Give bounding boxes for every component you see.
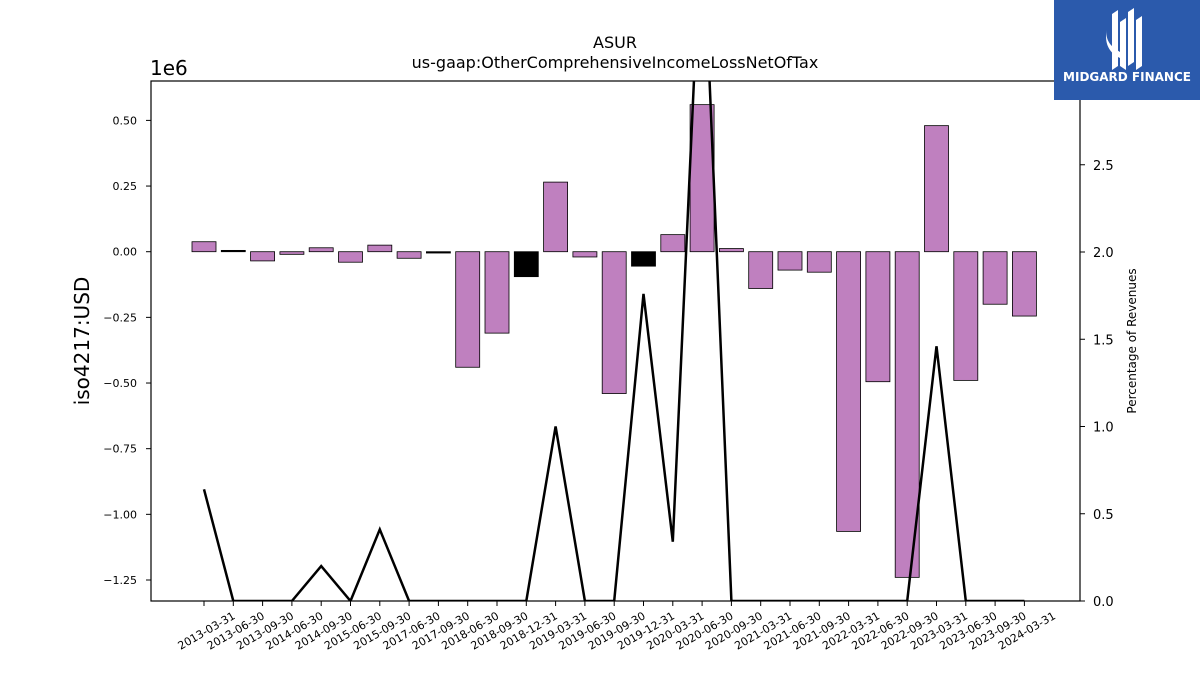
y-tick-label: −0.50 (103, 377, 137, 390)
revenue-pct-line-group (202, 81, 1025, 601)
bar-2015-09-30 (367, 244, 393, 253)
y-tick-label: −0.25 (103, 311, 137, 324)
bar-2019-03-31 (543, 181, 568, 253)
bar-2015-06-30 (338, 251, 363, 263)
logo-text: MIDGARD FINANCE (1063, 70, 1191, 84)
bar-2023-09-30 (982, 251, 1008, 305)
bar-2022-03-31 (836, 251, 861, 532)
bar-2019-09-30 (601, 251, 627, 394)
bar-2013-06-30 (220, 249, 246, 253)
y-tick-label: −1.00 (103, 508, 137, 521)
bar-2017-09-30 (425, 251, 451, 254)
y-tick-label: 0.50 (113, 114, 138, 127)
bar-2019-06-30 (572, 251, 598, 258)
bar-2019-12-31 (631, 251, 656, 267)
y2-tick-label: 2.5 (1093, 159, 1114, 174)
y-tick-label: 0.25 (113, 180, 138, 193)
y2-tick-label: 0.5 (1093, 508, 1114, 523)
bar-2014-06-30 (279, 251, 305, 255)
bar-2021-09-30 (806, 251, 832, 273)
bar-2023-06-30 (953, 251, 979, 381)
plot-frame (150, 80, 1081, 602)
y2-tick-label: 1.0 (1093, 421, 1114, 436)
bar-2018-09-30 (484, 251, 510, 334)
bar-2020-06-30 (689, 104, 715, 253)
bar-2021-03-31 (748, 251, 774, 289)
y-tick-label: 0.00 (113, 246, 138, 259)
bar-2021-06-30 (777, 251, 803, 271)
bar-2024-03-31 (1012, 251, 1037, 317)
bars-group (191, 104, 1037, 578)
midgard-logo-icon (1106, 8, 1142, 70)
chart-subtitle: us-gaap:OtherComprehensiveIncomeLossNetO… (412, 53, 819, 72)
midgard-logo: MIDGARD FINANCE (1054, 0, 1200, 100)
bar-2018-12-31 (513, 251, 539, 278)
bar-2018-06-30 (455, 251, 481, 368)
y-tick-label: −1.25 (103, 574, 137, 587)
x-axis-ticks: 2013-03-312013-06-302013-09-302014-06-30… (176, 601, 1058, 653)
chart-title: ASUR (593, 33, 637, 52)
bar-2014-09-30 (308, 247, 334, 253)
y2-axis-label: Percentage of Revenues (1125, 268, 1139, 413)
bar-2023-03-31 (924, 125, 949, 253)
bar-2013-09-30 (250, 251, 276, 262)
y2-tick-label: 1.5 (1093, 333, 1114, 348)
y-axis-label: iso4217:USD (70, 277, 94, 406)
bar-2013-03-31 (191, 241, 217, 253)
bar-2017-06-30 (396, 251, 422, 259)
y-axis-ticks: 0.50 0.25 0.00 −0.25 −0.50 −0.75 −1.00 −1.25 (103, 114, 151, 587)
y2-tick-label: 2.0 (1093, 246, 1114, 261)
y2-tick-label: 0.0 (1093, 595, 1114, 610)
y2-axis-ticks: 0.0 0.5 1.0 1.5 2.0 2.5 (1080, 159, 1114, 610)
bar-2022-06-30 (865, 251, 891, 383)
bar-2020-03-31 (660, 234, 686, 253)
bar-2020-09-30 (719, 248, 744, 253)
revenue-pct-line (202, 81, 1025, 601)
y-offset-text: 1e6 (150, 56, 188, 80)
y-tick-label: −0.75 (103, 443, 137, 456)
